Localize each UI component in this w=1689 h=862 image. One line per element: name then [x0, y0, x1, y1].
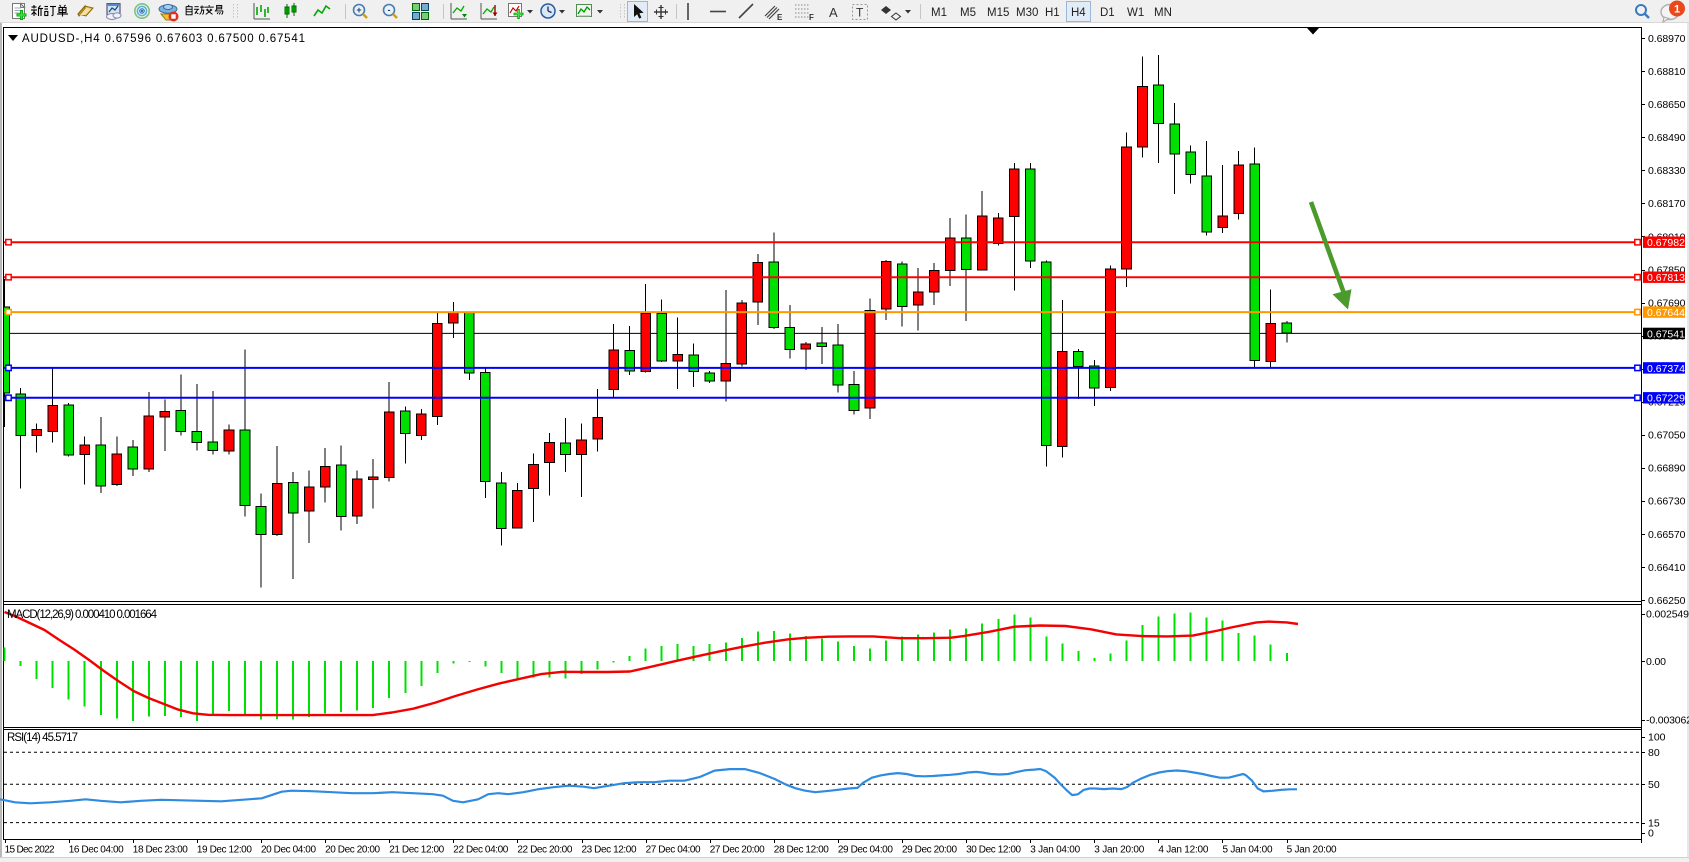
- svg-text:0: 0: [1648, 827, 1654, 839]
- svg-text:+: +: [356, 5, 361, 15]
- svg-text:A: A: [829, 5, 838, 20]
- svg-text:0.67644: 0.67644: [1647, 307, 1685, 319]
- svg-text:0.67374: 0.67374: [1647, 363, 1685, 375]
- svg-text:27 Dec 20:00: 27 Dec 20:00: [710, 845, 765, 856]
- svg-text:22 Dec 04:00: 22 Dec 04:00: [453, 845, 508, 856]
- svg-text:3 Jan 04:00: 3 Jan 04:00: [1030, 845, 1080, 856]
- svg-text:29 Dec 20:00: 29 Dec 20:00: [902, 845, 957, 856]
- svg-text:0.67229: 0.67229: [1647, 393, 1685, 405]
- svg-text:-0.003062: -0.003062: [1646, 715, 1689, 727]
- svg-text:MACD(12,26,9) 0.000410 0.00166: MACD(12,26,9) 0.000410 0.001664: [7, 609, 158, 621]
- svg-text:-: -: [388, 5, 391, 15]
- svg-text:F: F: [809, 13, 814, 22]
- svg-text:AUDUSD-,H4 0.67596 0.67603 0.: AUDUSD-,H4 0.67596 0.67603 0.67500 0.675…: [22, 33, 305, 45]
- svg-text:0.68490: 0.68490: [1648, 132, 1686, 144]
- svg-text:0.00: 0.00: [1646, 656, 1666, 668]
- svg-text:W1: W1: [1127, 7, 1144, 19]
- svg-text:5 Jan 04:00: 5 Jan 04:00: [1223, 845, 1273, 856]
- svg-text:H4: H4: [1071, 7, 1086, 19]
- svg-text:0.68170: 0.68170: [1648, 198, 1686, 210]
- svg-text:M15: M15: [987, 7, 1009, 19]
- svg-text:0.66250: 0.66250: [1648, 595, 1686, 607]
- svg-text:0.66570: 0.66570: [1648, 529, 1686, 541]
- svg-text:M5: M5: [960, 7, 976, 19]
- svg-text:H1: H1: [1045, 7, 1060, 19]
- svg-text:30 Dec 12:00: 30 Dec 12:00: [966, 845, 1021, 856]
- svg-text:21 Dec 12:00: 21 Dec 12:00: [389, 845, 444, 856]
- svg-text:16 Dec 04:00: 16 Dec 04:00: [69, 845, 124, 856]
- svg-text:20 Dec 04:00: 20 Dec 04:00: [261, 845, 316, 856]
- svg-text:15 Dec 2022: 15 Dec 2022: [5, 845, 55, 856]
- svg-text:0.67541: 0.67541: [1647, 328, 1685, 340]
- svg-text:20 Dec 20:00: 20 Dec 20:00: [325, 845, 380, 856]
- svg-text:19 Dec 12:00: 19 Dec 12:00: [197, 845, 252, 856]
- svg-text:3 Jan 20:00: 3 Jan 20:00: [1094, 845, 1144, 856]
- svg-text:27 Dec 04:00: 27 Dec 04:00: [646, 845, 701, 856]
- svg-text:0.66410: 0.66410: [1648, 562, 1686, 574]
- svg-text:0.68330: 0.68330: [1648, 165, 1686, 177]
- svg-text:15: 15: [1648, 817, 1660, 829]
- svg-text:M1: M1: [931, 7, 947, 19]
- svg-text:0.68810: 0.68810: [1648, 66, 1686, 78]
- svg-text:28 Dec 12:00: 28 Dec 12:00: [774, 845, 829, 856]
- svg-text:23 Dec 12:00: 23 Dec 12:00: [582, 845, 637, 856]
- svg-text:80: 80: [1648, 747, 1660, 759]
- svg-text:D1: D1: [1100, 7, 1115, 19]
- svg-text:0.67982: 0.67982: [1647, 237, 1685, 249]
- svg-text:100: 100: [1648, 732, 1666, 744]
- svg-text:0.002549: 0.002549: [1646, 609, 1689, 621]
- svg-text:RSI(14) 45.5717: RSI(14) 45.5717: [7, 732, 78, 744]
- svg-text:4 Jan 12:00: 4 Jan 12:00: [1158, 845, 1208, 856]
- svg-text:29 Dec 04:00: 29 Dec 04:00: [838, 845, 893, 856]
- svg-text:50: 50: [1648, 779, 1660, 791]
- svg-text:0.66730: 0.66730: [1648, 496, 1686, 508]
- svg-text:1: 1: [1674, 4, 1680, 16]
- svg-text:22 Dec 20:00: 22 Dec 20:00: [517, 845, 572, 856]
- svg-text:MN: MN: [1154, 7, 1172, 19]
- svg-text:M30: M30: [1016, 7, 1038, 19]
- svg-text:0.68650: 0.68650: [1648, 99, 1686, 111]
- svg-text:18 Dec 23:00: 18 Dec 23:00: [133, 845, 188, 856]
- svg-text:5 Jan 20:00: 5 Jan 20:00: [1287, 845, 1337, 856]
- svg-text:T: T: [856, 6, 864, 20]
- svg-text:0.67050: 0.67050: [1648, 430, 1686, 442]
- svg-text:E: E: [777, 13, 783, 22]
- svg-text:0.66890: 0.66890: [1648, 463, 1686, 475]
- svg-text:0.68970: 0.68970: [1648, 33, 1686, 45]
- svg-text:0.67813: 0.67813: [1647, 272, 1685, 284]
